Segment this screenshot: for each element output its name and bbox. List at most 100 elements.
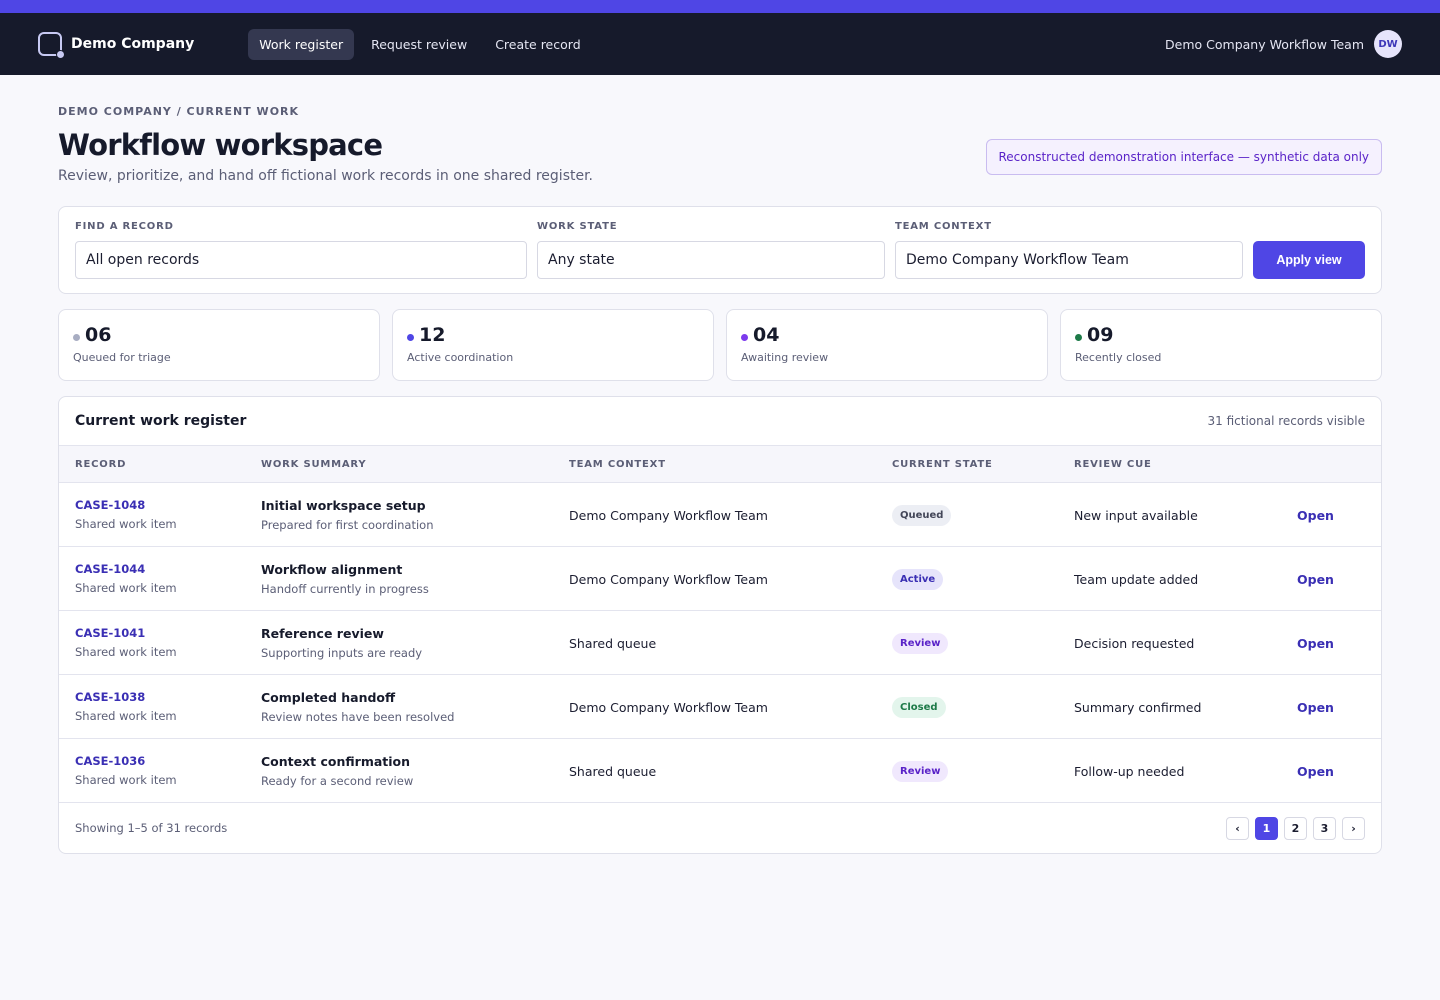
column-headers: RECORD WORK SUMMARY TEAM CONTEXT CURRENT… bbox=[59, 446, 1381, 483]
nav-item-work-register[interactable]: Work register bbox=[248, 28, 355, 60]
find-record-input[interactable]: All open records bbox=[75, 241, 527, 279]
stat-value: 06 bbox=[85, 324, 112, 346]
stat-card-queued: 06 Queued for triage bbox=[58, 309, 380, 381]
summary-title: Context confirmation bbox=[261, 753, 411, 769]
nav-item-request-review[interactable]: Request review bbox=[371, 36, 468, 52]
open-record-link[interactable]: Open bbox=[1297, 572, 1334, 587]
team-context: Demo Company Workflow Team bbox=[569, 572, 768, 587]
record-type: Shared work item bbox=[75, 709, 177, 723]
status-dot-icon bbox=[1075, 333, 1082, 341]
record-id-link[interactable]: CASE-1036 bbox=[75, 754, 146, 768]
page-title: Workflow workspace bbox=[58, 128, 383, 162]
table-header: Current work register 31 fictional recor… bbox=[59, 397, 1381, 446]
open-record-link[interactable]: Open bbox=[1297, 508, 1334, 523]
accent-bar bbox=[0, 0, 1440, 13]
record-type: Shared work item bbox=[75, 645, 177, 659]
status-dot-icon bbox=[407, 333, 414, 341]
prev-page-button[interactable]: ‹ bbox=[1226, 816, 1249, 840]
review-cue: Summary confirmed bbox=[1074, 700, 1202, 715]
summary-title: Reference review bbox=[261, 625, 384, 641]
record-type: Shared work item bbox=[75, 517, 177, 531]
work-state-filter: WORK STATE Any state bbox=[537, 221, 885, 279]
record-id-link[interactable]: CASE-1048 bbox=[75, 498, 146, 512]
summary-detail: Review notes have been resolved bbox=[261, 709, 455, 724]
summary-detail: Supporting inputs are ready bbox=[261, 645, 423, 660]
brand-name: Demo Company bbox=[71, 36, 195, 52]
work-state-label: WORK STATE bbox=[537, 221, 618, 232]
open-record-link[interactable]: Open bbox=[1297, 636, 1334, 651]
record-count: 31 fictional records visible bbox=[1207, 414, 1365, 428]
status-badge: Review bbox=[892, 633, 949, 654]
top-navigation: Demo Company Work register Request revie… bbox=[0, 13, 1440, 75]
table-title: Current work register bbox=[75, 413, 247, 429]
user-team-name: Demo Company Workflow Team bbox=[1165, 36, 1364, 52]
record-id-link[interactable]: CASE-1041 bbox=[75, 626, 146, 640]
breadcrumb: DEMO COMPANY / CURRENT WORK bbox=[58, 105, 300, 118]
stat-value: 12 bbox=[419, 324, 446, 346]
demo-notice-badge: Reconstructed demonstration interface — … bbox=[985, 139, 1382, 175]
apply-view-button[interactable]: Apply view bbox=[1253, 241, 1365, 279]
user-menu[interactable]: Demo Company Workflow Team DW bbox=[1165, 13, 1402, 75]
page-header: Workflow workspace Review, prioritize, a… bbox=[58, 128, 1382, 184]
record-type: Shared work item bbox=[75, 773, 177, 787]
avatar[interactable]: DW bbox=[1374, 30, 1402, 58]
review-cue: Follow-up needed bbox=[1074, 764, 1185, 779]
page-button-1[interactable]: 1 bbox=[1255, 816, 1278, 840]
review-cue: Decision requested bbox=[1074, 636, 1195, 651]
record-type: Shared work item bbox=[75, 581, 177, 595]
pagination: ‹ 1 2 3 › bbox=[1226, 816, 1365, 840]
brand[interactable]: Demo Company bbox=[38, 32, 195, 59]
column-header-record[interactable]: RECORD bbox=[75, 458, 127, 470]
open-record-link[interactable]: Open bbox=[1297, 700, 1334, 715]
record-id-link[interactable]: CASE-1038 bbox=[75, 690, 146, 704]
column-header-state[interactable]: CURRENT STATE bbox=[892, 458, 993, 470]
main-content: DEMO COMPANY / CURRENT WORK Workflow wor… bbox=[0, 105, 1440, 854]
column-header-team[interactable]: TEAM CONTEXT bbox=[569, 458, 666, 470]
status-badge: Active bbox=[892, 569, 944, 590]
summary-detail: Ready for a second review bbox=[261, 773, 414, 788]
work-register-table: Current work register 31 fictional recor… bbox=[58, 396, 1382, 854]
stat-card-review: 04 Awaiting review bbox=[726, 309, 1048, 381]
stats-row: 06 Queued for triage 12 Active coordinat… bbox=[58, 309, 1382, 381]
record-id-link[interactable]: CASE-1044 bbox=[75, 562, 146, 576]
find-record-filter: FIND A RECORD All open records bbox=[75, 221, 527, 279]
stat-label: Active coordination bbox=[407, 351, 514, 364]
page-subtitle: Review, prioritize, and hand off fiction… bbox=[58, 168, 594, 184]
pagination-summary: Showing 1–5 of 31 records bbox=[75, 821, 228, 835]
table-row[interactable]: CASE-1041 Shared work item Reference revi… bbox=[59, 611, 1381, 675]
summary-title: Completed handoff bbox=[261, 689, 396, 705]
stat-value: 09 bbox=[1087, 324, 1114, 346]
stat-label: Queued for triage bbox=[73, 351, 171, 364]
table-row[interactable]: CASE-1036 Shared work item Context confir… bbox=[59, 739, 1381, 803]
status-badge: Queued bbox=[892, 505, 952, 526]
page-button-3[interactable]: 3 bbox=[1313, 816, 1336, 840]
table-row[interactable]: CASE-1044 Shared work item Workflow align… bbox=[59, 547, 1381, 611]
find-record-label: FIND A RECORD bbox=[75, 221, 174, 232]
stat-label: Recently closed bbox=[1075, 351, 1162, 364]
column-header-summary[interactable]: WORK SUMMARY bbox=[261, 458, 367, 470]
team-context-select[interactable]: Demo Company Workflow Team bbox=[895, 241, 1243, 279]
summary-detail: Handoff currently in progress bbox=[261, 581, 429, 596]
team-context: Demo Company Workflow Team bbox=[569, 700, 768, 715]
summary-detail: Prepared for first coordination bbox=[261, 517, 434, 532]
stat-label: Awaiting review bbox=[741, 351, 829, 364]
work-state-select[interactable]: Any state bbox=[537, 241, 885, 279]
stat-value: 04 bbox=[753, 324, 780, 346]
main-nav: Work register Request review Create reco… bbox=[248, 28, 591, 60]
summary-title: Initial workspace setup bbox=[261, 497, 426, 513]
page-button-2[interactable]: 2 bbox=[1284, 816, 1307, 840]
column-header-cue[interactable]: REVIEW CUE bbox=[1074, 458, 1152, 470]
nav-item-create-record[interactable]: Create record bbox=[495, 36, 581, 52]
team-context-label: TEAM CONTEXT bbox=[895, 221, 992, 232]
table-row[interactable]: CASE-1048 Shared work item Initial worksp… bbox=[59, 483, 1381, 547]
stat-card-active: 12 Active coordination bbox=[392, 309, 714, 381]
summary-title: Workflow alignment bbox=[261, 561, 403, 577]
team-context: Shared queue bbox=[569, 764, 657, 779]
team-context-filter: TEAM CONTEXT Demo Company Workflow Team bbox=[895, 221, 1243, 279]
status-dot-icon bbox=[73, 333, 80, 341]
table-footer: Showing 1–5 of 31 records ‹ 1 2 3 › bbox=[59, 803, 1381, 853]
open-record-link[interactable]: Open bbox=[1297, 764, 1334, 779]
review-cue: New input available bbox=[1074, 508, 1198, 523]
table-row[interactable]: CASE-1038 Shared work item Completed hand… bbox=[59, 675, 1381, 739]
next-page-button[interactable]: › bbox=[1342, 816, 1365, 840]
